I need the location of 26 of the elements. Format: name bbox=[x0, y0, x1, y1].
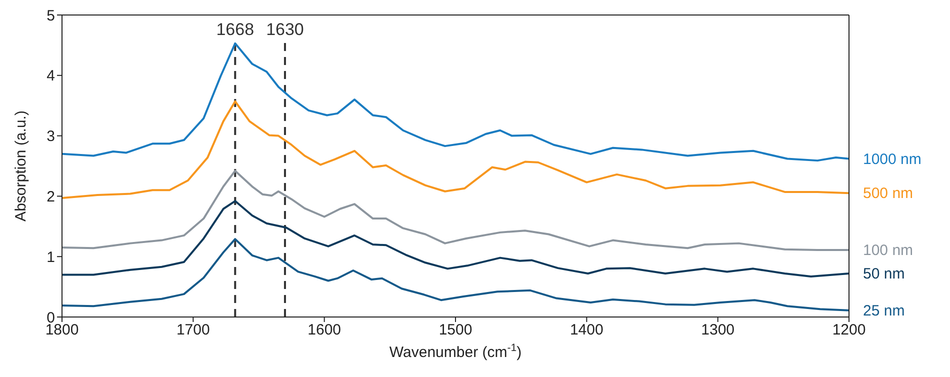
y-tick-label: 4 bbox=[46, 68, 55, 85]
line-series bbox=[62, 200, 849, 278]
ref-line-label: 1630 bbox=[266, 20, 304, 40]
x-tick-label: 1200 bbox=[832, 322, 866, 339]
series-label: 1000 nm bbox=[863, 150, 922, 168]
y-axis-title: Absorption (a.u.) bbox=[12, 110, 30, 222]
y-tick-label: 5 bbox=[46, 7, 55, 24]
y-tick-label: 2 bbox=[46, 188, 55, 206]
y-tick-label: 3 bbox=[46, 128, 55, 146]
line-series bbox=[62, 42, 849, 162]
x-tick-label: 1500 bbox=[438, 322, 472, 339]
line-series bbox=[62, 238, 849, 312]
x-tick-label: 1300 bbox=[701, 322, 735, 339]
line-series bbox=[62, 100, 849, 200]
x-tick-label: 1600 bbox=[308, 322, 342, 339]
series-label: 100 nm bbox=[863, 242, 914, 259]
x-tick-label: 1800 bbox=[45, 322, 79, 339]
series-label: 500 nm bbox=[863, 185, 914, 202]
series-label: 50 nm bbox=[863, 266, 905, 283]
x-tick-label: 1700 bbox=[176, 322, 210, 339]
ref-line-label: 1668 bbox=[216, 20, 254, 40]
x-tick-label: 1400 bbox=[570, 322, 604, 339]
y-tick-label: 1 bbox=[46, 248, 55, 266]
series-label: 25 nm bbox=[863, 302, 905, 320]
line-series bbox=[62, 170, 849, 251]
x-axis-title: Wavenumber (cm$^{-1}$) bbox=[389, 342, 522, 361]
